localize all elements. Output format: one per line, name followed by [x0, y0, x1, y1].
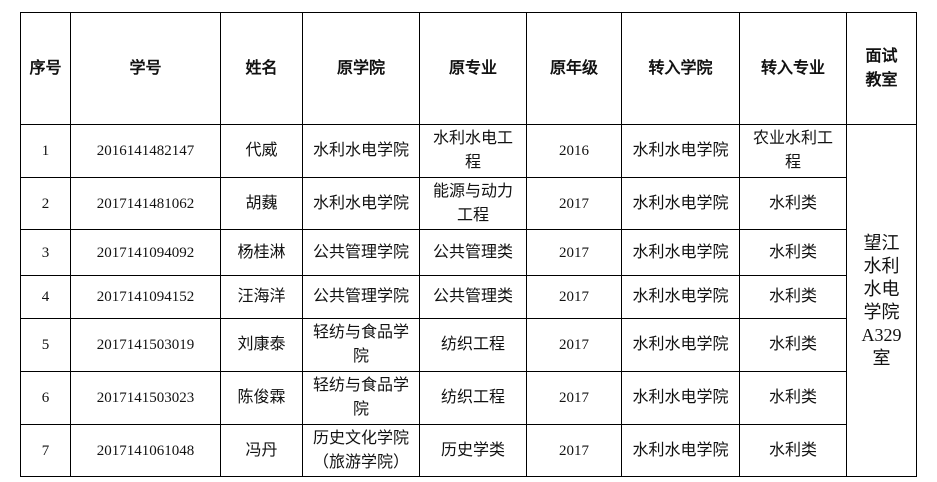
header-college: 原学院	[302, 12, 420, 125]
row-no: 5	[20, 318, 71, 372]
original-major: 纺织工程	[419, 371, 527, 425]
row-no: 2	[20, 177, 71, 230]
original-college: 历史文化学院（旅游学院）	[302, 424, 420, 477]
header-major: 原专业	[419, 12, 527, 125]
target-college: 水利水电学院	[621, 229, 740, 276]
table-row: 6 2017141503023 陈俊霖 轻纺与食品学院 纺织工程 2017 水利水电学院 水利…	[20, 371, 917, 425]
target-college: 水利水电学院	[621, 371, 740, 425]
original-major: 公共管理类	[419, 275, 527, 319]
header-room: 面试教室	[846, 12, 917, 125]
interview-room: 望江水利水电学院A329室	[846, 124, 917, 477]
target-major: 水利类	[739, 318, 847, 372]
header-to-college: 转入学院	[621, 12, 740, 125]
row-no: 1	[20, 124, 71, 178]
student-name: 冯丹	[220, 424, 303, 477]
original-major: 公共管理类	[419, 229, 527, 276]
original-grade: 2017	[526, 318, 622, 372]
original-grade: 2016	[526, 124, 622, 178]
target-college: 水利水电学院	[621, 275, 740, 319]
original-major: 能源与动力工程	[419, 177, 527, 230]
student-id: 2017141481062	[70, 177, 221, 230]
original-grade: 2017	[526, 371, 622, 425]
row-no: 7	[20, 424, 71, 477]
student-name: 汪海洋	[220, 275, 303, 319]
row-no: 4	[20, 275, 71, 319]
original-college: 水利水电学院	[302, 124, 420, 178]
original-grade: 2017	[526, 177, 622, 230]
table-row: 3 2017141094092 杨桂淋 公共管理学院 公共管理类 2017 水利水电学院 水利…	[20, 229, 917, 276]
header-no: 序号	[20, 12, 71, 125]
original-college: 公共管理学院	[302, 229, 420, 276]
target-major: 水利类	[739, 371, 847, 425]
row-no: 6	[20, 371, 71, 425]
original-college: 公共管理学院	[302, 275, 420, 319]
student-id: 2017141094152	[70, 275, 221, 319]
original-grade: 2017	[526, 275, 622, 319]
original-grade: 2017	[526, 229, 622, 276]
header-name: 姓名	[220, 12, 303, 125]
table-row: 7 2017141061048 冯丹 历史文化学院（旅游学院） 历史学类 2017 水利水电…	[20, 424, 917, 477]
target-major: 水利类	[739, 229, 847, 276]
student-id: 2016141482147	[70, 124, 221, 178]
target-major: 水利类	[739, 275, 847, 319]
table-row: 2 2017141481062 胡蘶 水利水电学院 能源与动力工程 2017 水利水电学院水…	[20, 177, 917, 230]
target-college: 水利水电学院	[621, 177, 740, 230]
table-row: 1 2016141482147 代威 水利水电学院 水利水电工程 2016 水利水电学院 农业…	[20, 124, 917, 477]
student-id: 2017141503019	[70, 318, 221, 372]
table-row: 5 2017141503019 刘康泰 轻纺与食品学院 纺织工程 2017 水利水电学院 水利…	[20, 318, 917, 372]
target-major: 农业水利工程	[739, 124, 847, 178]
student-name: 胡蘶	[220, 177, 303, 230]
target-college: 水利水电学院	[621, 318, 740, 372]
target-major: 水利类	[739, 177, 847, 230]
header-row: 序号 学号 姓名 原学院 原专业 原年级 转入学院 转入专业 面试教室	[20, 12, 917, 125]
student-name: 杨桂淋	[220, 229, 303, 276]
original-major: 水利水电工程	[419, 124, 527, 178]
student-name: 代威	[220, 124, 303, 178]
original-college: 轻纺与食品学院	[302, 371, 420, 425]
header-to-major: 转入专业	[739, 12, 847, 125]
header-student-id: 学号	[70, 12, 221, 125]
original-college: 轻纺与食品学院	[302, 318, 420, 372]
student-id: 2017141503023	[70, 371, 221, 425]
original-grade: 2017	[526, 424, 622, 477]
original-major: 纺织工程	[419, 318, 527, 372]
student-name: 陈俊霖	[220, 371, 303, 425]
student-id: 2017141061048	[70, 424, 221, 477]
student-name: 刘康泰	[220, 318, 303, 372]
transfer-students-table: 序号 学号 姓名 原学院 原专业 原年级 转入学院 转入专业 面试教室 1 201…	[20, 12, 917, 477]
target-college: 水利水电学院	[621, 124, 740, 178]
original-college: 水利水电学院	[302, 177, 420, 230]
row-no: 3	[20, 229, 71, 276]
target-major: 水利类	[739, 424, 847, 477]
student-id: 2017141094092	[70, 229, 221, 276]
original-major: 历史学类	[419, 424, 527, 477]
target-college: 水利水电学院	[621, 424, 740, 477]
table-row: 4 2017141094152 汪海洋 公共管理学院 公共管理类 2017 水利水电学院 水利…	[20, 275, 917, 319]
header-grade: 原年级	[526, 12, 622, 125]
